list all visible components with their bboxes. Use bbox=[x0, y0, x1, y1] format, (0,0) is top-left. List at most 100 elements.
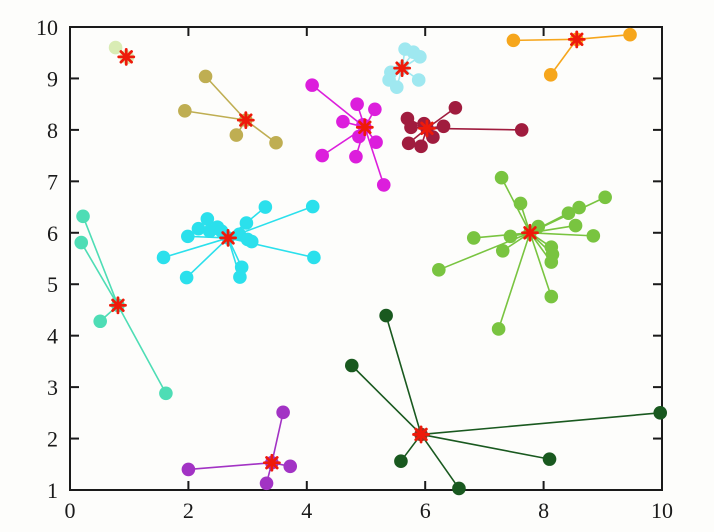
data-point bbox=[653, 406, 668, 420]
data-point bbox=[368, 102, 382, 117]
cluster-edge bbox=[497, 232, 531, 330]
cluster-bright-cyan bbox=[156, 199, 321, 285]
data-point bbox=[202, 224, 217, 239]
data-point bbox=[568, 218, 583, 233]
data-point bbox=[452, 481, 466, 496]
data-point bbox=[376, 178, 391, 192]
data-point bbox=[181, 229, 195, 244]
data-point bbox=[514, 123, 529, 137]
centroid-asterisk-marker bbox=[117, 47, 136, 66]
x-tick-label: 2 bbox=[183, 498, 194, 523]
cluster-edge bbox=[186, 237, 229, 279]
cluster-edge bbox=[473, 231, 531, 239]
data-point bbox=[544, 255, 559, 269]
x-tick-label: 4 bbox=[301, 498, 312, 523]
data-point bbox=[74, 235, 89, 250]
data-point bbox=[542, 452, 557, 466]
y-tick-label: 7 bbox=[47, 169, 58, 194]
centroid-asterisk-marker bbox=[418, 119, 436, 138]
data-point bbox=[436, 119, 451, 134]
data-point bbox=[543, 68, 558, 82]
data-point bbox=[305, 78, 319, 92]
data-point bbox=[229, 128, 244, 142]
data-point bbox=[336, 114, 350, 129]
cluster-edge bbox=[311, 84, 366, 128]
data-point bbox=[93, 314, 107, 329]
cluster-edge bbox=[82, 216, 119, 306]
cluster-maroon bbox=[400, 100, 529, 154]
data-point bbox=[159, 386, 173, 401]
data-point bbox=[379, 308, 393, 323]
cluster-edge bbox=[117, 304, 167, 394]
data-point bbox=[401, 136, 416, 151]
cluster-edge bbox=[271, 412, 284, 463]
cluster-edge bbox=[163, 237, 229, 259]
y-tick-label: 6 bbox=[47, 221, 58, 246]
y-tick-label: 9 bbox=[47, 66, 58, 91]
data-point bbox=[259, 476, 274, 491]
data-point bbox=[544, 289, 559, 304]
data-point bbox=[269, 135, 283, 150]
data-point bbox=[305, 199, 320, 214]
y-tick-label: 2 bbox=[47, 427, 58, 452]
data-point bbox=[389, 80, 404, 94]
data-point bbox=[404, 120, 418, 135]
y-tick-label: 1 bbox=[47, 478, 58, 503]
data-point bbox=[276, 405, 290, 420]
centroid-asterisk-marker bbox=[219, 229, 237, 247]
data-point bbox=[350, 97, 364, 111]
cluster-edge bbox=[529, 232, 553, 297]
cluster-edge bbox=[420, 412, 661, 436]
data-point bbox=[191, 221, 206, 236]
y-tick-label: 10 bbox=[36, 15, 58, 40]
data-point bbox=[315, 148, 329, 163]
data-point bbox=[413, 50, 427, 64]
data-point bbox=[200, 212, 215, 226]
cluster-magenta bbox=[305, 78, 391, 192]
data-point bbox=[506, 33, 521, 48]
centroid-asterisk-marker bbox=[393, 59, 412, 78]
centroid-asterisk-marker bbox=[521, 223, 539, 242]
data-point bbox=[491, 322, 506, 336]
cluster-pale-green bbox=[108, 40, 136, 66]
centroid-asterisk-marker bbox=[567, 30, 586, 49]
centroid-asterisk-marker bbox=[355, 118, 374, 137]
cluster-edge bbox=[385, 315, 422, 435]
cluster-edge bbox=[351, 364, 422, 436]
centroid-asterisk-marker bbox=[109, 296, 127, 315]
data-point bbox=[283, 459, 298, 474]
data-point bbox=[258, 200, 273, 214]
x-tick-label: 8 bbox=[538, 498, 549, 523]
cluster-edge bbox=[80, 242, 119, 306]
x-tick-label: 0 bbox=[65, 498, 76, 523]
data-point bbox=[369, 135, 383, 150]
data-point bbox=[414, 139, 428, 154]
data-point bbox=[178, 104, 192, 118]
data-point bbox=[394, 454, 408, 468]
cluster-edge bbox=[576, 33, 631, 41]
cluster-edge bbox=[188, 461, 272, 471]
data-point bbox=[572, 200, 586, 215]
cluster-edge bbox=[513, 38, 577, 42]
cluster-olive bbox=[178, 69, 283, 150]
data-point bbox=[181, 462, 196, 477]
cluster-orange bbox=[506, 27, 637, 82]
cluster-pale-cyan bbox=[382, 42, 427, 94]
data-point bbox=[448, 100, 463, 115]
data-point bbox=[623, 27, 637, 42]
data-point bbox=[307, 250, 321, 265]
data-point bbox=[598, 190, 612, 205]
cluster-aquamarine bbox=[74, 209, 173, 401]
y-tick-label: 4 bbox=[47, 324, 58, 349]
cluster-dark-green bbox=[344, 308, 668, 496]
data-point bbox=[503, 229, 518, 244]
data-point bbox=[76, 209, 90, 224]
y-tick-label: 8 bbox=[47, 118, 58, 143]
data-point bbox=[586, 229, 601, 243]
y-tick-label: 3 bbox=[47, 375, 58, 400]
data-point bbox=[411, 73, 426, 87]
data-point bbox=[244, 234, 259, 249]
